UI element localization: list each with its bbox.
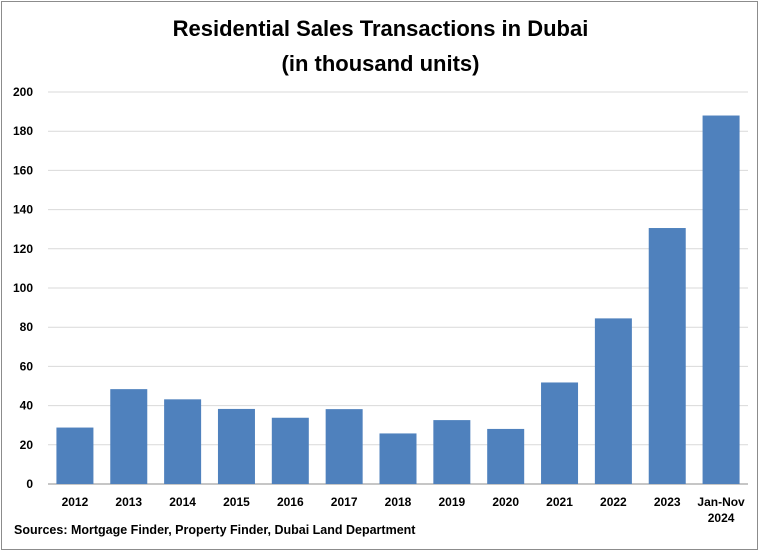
chart-title: Residential Sales Transactions in Dubai	[172, 16, 589, 41]
x-tick-label: 2018	[385, 495, 412, 509]
bar	[433, 420, 471, 484]
bar	[325, 409, 363, 484]
bar	[594, 318, 632, 484]
y-tick-label: 200	[13, 85, 33, 99]
x-tick-label: 2021	[546, 495, 573, 509]
y-tick-label: 60	[20, 359, 34, 373]
y-tick-label: 120	[13, 242, 33, 256]
chart-subtitle: (in thousand units)	[281, 51, 480, 76]
bar	[217, 408, 255, 484]
bar	[110, 389, 148, 484]
y-tick-label: 160	[13, 163, 33, 177]
y-tick-label: 40	[20, 399, 34, 413]
x-tick-label: 2019	[438, 495, 465, 509]
bar	[702, 115, 740, 485]
gridlines	[48, 91, 748, 485]
x-tick-label: 2020	[492, 495, 519, 509]
y-tick-label: 140	[13, 203, 33, 217]
y-tick-label: 180	[13, 124, 33, 138]
bar	[379, 433, 417, 484]
x-tick-label: 2013	[115, 495, 142, 509]
bar	[648, 228, 686, 484]
y-tick-label: 80	[20, 320, 34, 334]
bar	[164, 399, 202, 484]
x-tick-label: 2023	[654, 495, 681, 509]
bar	[56, 427, 94, 484]
y-tick-label: 20	[20, 438, 34, 452]
y-axis-ticks: 0 20 40 60 80 100 120 140 160 180 200	[13, 85, 33, 491]
x-tick-label: 2022	[600, 495, 627, 509]
x-tick-label: 2015	[223, 495, 250, 509]
x-tick-label: 2012	[62, 495, 89, 509]
y-tick-label: 100	[13, 281, 33, 295]
x-tick-label: Jan-Nov 2024	[697, 495, 745, 525]
bar	[541, 382, 579, 484]
x-tick-label: 2014	[169, 495, 196, 509]
y-tick-label: 0	[26, 477, 33, 491]
bar	[487, 428, 525, 484]
x-tick-label: 2016	[277, 495, 304, 509]
bars	[56, 115, 740, 485]
x-tick-label: 2017	[331, 495, 358, 509]
chart-source: Sources: Mortgage Finder, Property Finde…	[14, 523, 416, 537]
bar	[271, 417, 309, 484]
x-axis-ticks: 2012 2013 2014 2015 2016 2017 2018 2019 2020 2021…	[62, 495, 746, 525]
